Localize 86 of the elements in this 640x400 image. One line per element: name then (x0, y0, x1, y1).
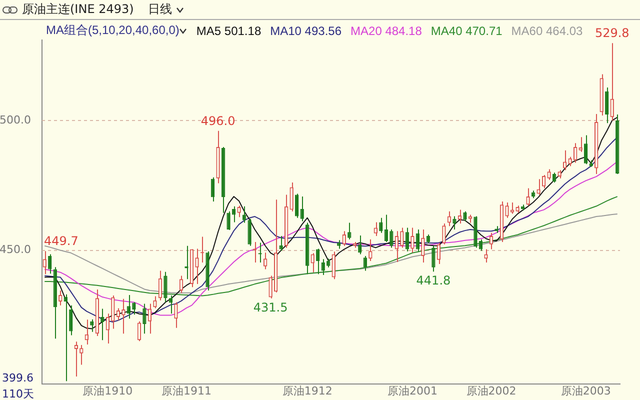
candlestick (410, 227, 414, 254)
candlestick (526, 188, 530, 206)
annotation: 431.5 (253, 300, 288, 314)
candlestick (106, 313, 110, 344)
candlestick (442, 223, 446, 245)
candlestick (363, 256, 367, 272)
text: MA10 493.56 (270, 24, 342, 38)
x-tick-label: 原油2003 (560, 384, 611, 398)
candlestick (578, 136, 582, 152)
candlestick (505, 202, 509, 218)
candlestick (478, 238, 483, 252)
candlestick (463, 210, 467, 222)
candlestick (100, 308, 104, 341)
text: MA5 501.18 (196, 24, 262, 38)
candlestick (42, 250, 46, 275)
candlestick (237, 205, 241, 218)
candlestick (132, 302, 136, 316)
candlestick (536, 178, 540, 196)
candlestick (432, 245, 436, 272)
candlestick (348, 222, 352, 240)
candlestick (80, 344, 84, 366)
x-tick-label: 原油1912 (282, 384, 332, 398)
annotation: 449.7 (44, 234, 78, 248)
candlestick (90, 318, 94, 332)
candlestick (74, 341, 78, 377)
y-tick-label: 450.0 (0, 243, 31, 256)
candlestick (379, 217, 383, 234)
chart-subtitle: 日线 (148, 1, 172, 18)
candlestick (226, 210, 230, 231)
candlestick (153, 296, 157, 309)
candlestick (142, 303, 146, 334)
chart-title: 原油主连(INE 2493) (22, 1, 134, 18)
candlestick (489, 232, 494, 250)
candlestick (394, 230, 399, 262)
candlestick (342, 230, 346, 246)
x-tick-label: 原油1910 (82, 384, 133, 398)
annotation: 496.0 (200, 114, 236, 128)
candlestick (174, 302, 178, 328)
x-tick-label: 原油2001 (387, 384, 438, 398)
candlestick (279, 236, 283, 252)
candlestick (374, 222, 378, 237)
annotation: 441.8 (416, 274, 451, 288)
candlestick (452, 216, 456, 230)
candlestick (179, 275, 184, 294)
candlestick (111, 294, 115, 330)
candlestick (400, 227, 404, 248)
candlestick (242, 206, 246, 224)
y-tick-label: 500.0 (0, 113, 31, 126)
candlestick (321, 258, 325, 276)
candlestick (148, 303, 152, 334)
x-tick-label: 原油2002 (466, 384, 516, 398)
candlestick (332, 251, 336, 280)
legend-title: MA组合(5,10,20,40,60,0) (46, 22, 180, 39)
x-tick-label: 原油1911 (162, 384, 212, 398)
candlestick (547, 168, 551, 180)
candlestick (447, 210, 452, 227)
candlestick (584, 134, 588, 165)
candlestick (137, 320, 142, 342)
candlestick (69, 304, 73, 336)
candlestick (290, 182, 294, 212)
candlestick (484, 248, 488, 263)
text: 399.6 (2, 371, 34, 384)
candlestick (390, 229, 394, 248)
candlestick (268, 275, 272, 299)
candlestick (421, 229, 425, 263)
text: MA60 464.03 (511, 24, 583, 38)
text: MA40 470.71 (430, 24, 502, 38)
candlestick (416, 229, 420, 252)
annotation: 529.8 (594, 26, 630, 40)
candlestick (295, 193, 299, 218)
candlestick (542, 174, 546, 189)
text: 110天 (2, 387, 34, 400)
candlestick (122, 298, 126, 334)
candlestick (384, 214, 388, 242)
candlestick (310, 252, 314, 273)
candlestick (116, 308, 120, 321)
candlestick (58, 290, 62, 306)
candlestick (263, 252, 268, 270)
candlestick (568, 156, 572, 167)
candlestick (64, 294, 68, 382)
candlestick (300, 196, 304, 222)
candlestick (405, 227, 410, 252)
candlestick (562, 150, 567, 171)
candlestick (164, 271, 168, 303)
text: MA20 484.18 (350, 24, 422, 38)
candlestick (195, 248, 199, 285)
